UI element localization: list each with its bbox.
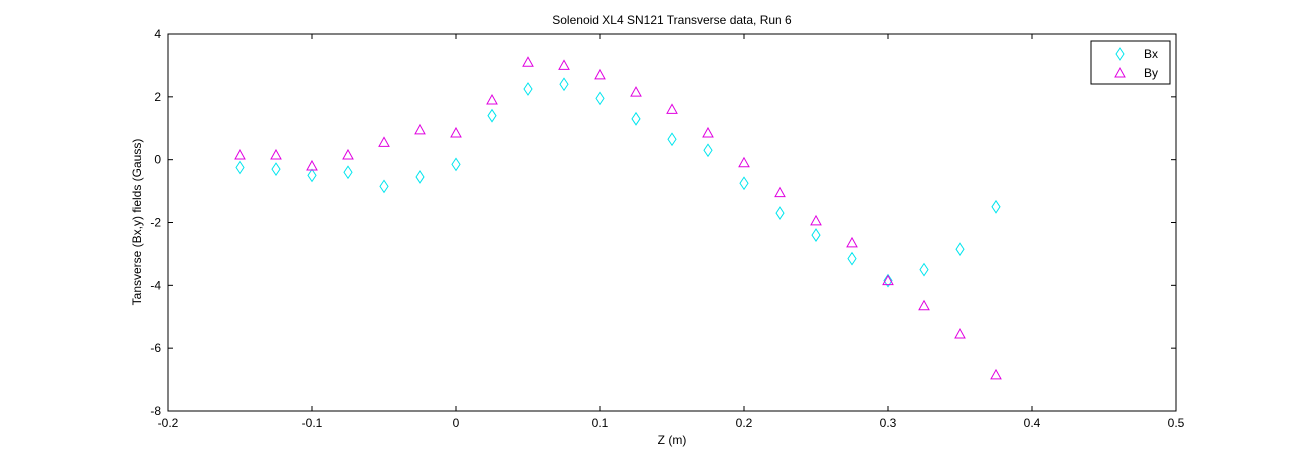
x-tick-label: -0.2 [158, 416, 179, 430]
y-tick-label: -4 [150, 278, 161, 292]
data-point-by [702, 126, 714, 138]
data-point-bx [883, 273, 893, 288]
data-point-by [306, 159, 318, 171]
x-tick-label: 0.5 [1168, 416, 1185, 430]
ticks-group: -0.2 -0.1 0 0.1 0.2 0.3 0.4 0.5 -8 -6 -4 -2 0 2 4 [150, 27, 1184, 430]
data-point-bx [595, 91, 605, 106]
legend-marker-bx [1115, 47, 1125, 61]
data-point-by [450, 126, 462, 138]
legend-label-bx: Bx [1144, 47, 1158, 61]
data-point-bx [811, 228, 821, 242]
data-point-bx [235, 160, 245, 175]
data-point-by [846, 236, 858, 248]
x-axis-label: Z (m) [658, 433, 687, 447]
y-tick-label: -8 [150, 404, 161, 418]
chart-title: Solenoid XL4 SN121 Transverse data, Run … [552, 13, 792, 27]
y-axis-label: Tansverse (Bx,y) fields (Gauss) [130, 139, 144, 306]
legend: Bx By [1090, 40, 1171, 85]
x-tick-label: 0.2 [736, 416, 753, 430]
x-tick-label: 0.3 [880, 416, 897, 430]
data-point-by [990, 368, 1002, 380]
data-point-bx [271, 162, 281, 176]
data-point-bx [919, 262, 929, 277]
y-tick-label: -6 [150, 341, 161, 355]
legend-label-by: By [1144, 66, 1158, 80]
data-point-by [630, 86, 642, 97]
data-point-bx [739, 176, 749, 191]
data-point-by [594, 68, 606, 80]
data-point-bx [703, 143, 713, 158]
data-point-by [810, 214, 822, 226]
legend-box [1090, 40, 1171, 85]
data-point-bx [487, 108, 497, 123]
x-tick-label: 0.1 [592, 416, 609, 430]
legend-marker-by [1114, 66, 1126, 78]
y-tick-label: 4 [154, 27, 161, 41]
data-point-bx [307, 168, 317, 183]
marks-group [234, 56, 1002, 380]
data-point-bx [559, 77, 569, 92]
data-point-by [414, 123, 426, 135]
x-tick-label: -0.1 [302, 416, 323, 430]
data-point-by [954, 327, 966, 339]
series-bx [235, 77, 1001, 288]
data-point-by [342, 148, 354, 160]
data-point-by [882, 274, 894, 286]
data-point-by [918, 299, 930, 311]
data-point-bx [667, 132, 677, 147]
data-point-bx [847, 251, 857, 266]
data-point-by [378, 136, 390, 147]
data-point-by [774, 186, 786, 198]
data-point-by [522, 56, 534, 67]
series-by [234, 56, 1002, 380]
data-point-by [234, 148, 246, 160]
legend-items: Bx By [1114, 47, 1158, 80]
x-tick-label: 0 [453, 416, 460, 430]
data-point-by [666, 103, 678, 114]
data-point-bx [955, 242, 965, 257]
data-point-bx [415, 170, 425, 184]
data-point-bx [523, 82, 533, 96]
data-point-bx [775, 206, 785, 220]
data-point-bx [991, 199, 1001, 214]
data-point-bx [343, 165, 353, 180]
data-point-bx [451, 157, 461, 172]
data-point-by [738, 156, 750, 168]
data-point-by [558, 59, 570, 70]
data-point-bx [631, 111, 641, 126]
y-tick-label: 2 [154, 90, 161, 104]
y-tick-label: -2 [150, 216, 161, 230]
data-point-bx [379, 179, 389, 194]
y-tick-label: 0 [154, 153, 161, 167]
data-point-by [486, 93, 498, 105]
data-point-by [270, 148, 282, 160]
plot-area [167, 33, 1177, 412]
x-tick-label: 0.4 [1024, 416, 1041, 430]
